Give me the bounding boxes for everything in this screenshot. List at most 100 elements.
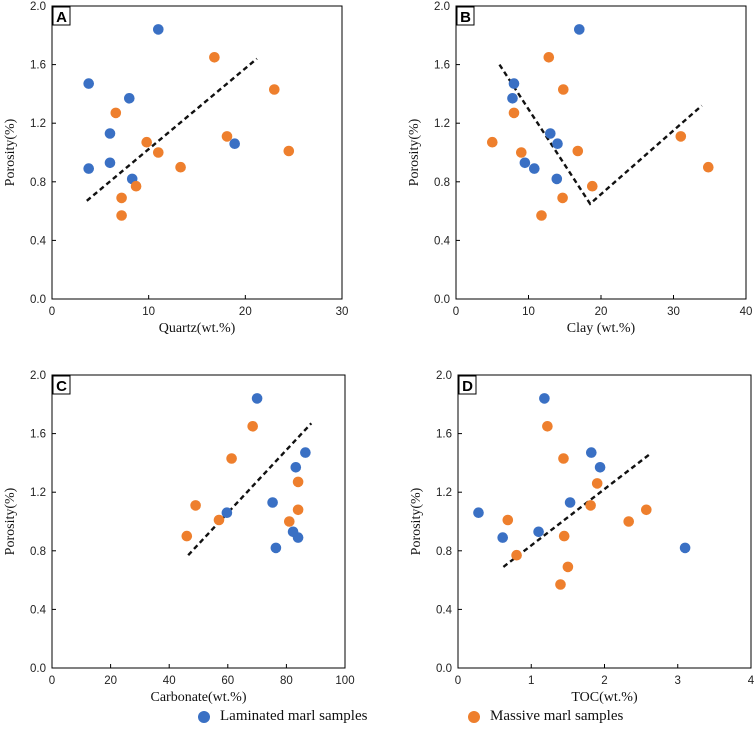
chart-panel-a: A 0 10 20 30 0.0 0.4 0.8 1.2 1.6 2.0 Quartz(wt.%) Po… (3, 1, 348, 336)
laminated-point (539, 393, 550, 404)
laminated-point (300, 447, 311, 458)
laminated-point (124, 93, 135, 104)
y-tick-label: 2.0 (30, 1, 46, 13)
massive-point (213, 514, 225, 526)
massive-point (487, 136, 498, 148)
laminated-point (529, 163, 540, 174)
massive-point (284, 516, 295, 527)
x-tick-label: 4 (748, 675, 754, 687)
laminated-point (519, 157, 531, 169)
massive-point (153, 147, 164, 158)
y-tick-label: 2.0 (436, 370, 452, 382)
legend-dot-laminated-icon (198, 710, 210, 723)
trend-line-d (502, 453, 651, 568)
y-tick-label: 0.0 (436, 663, 452, 675)
x-tick-label: 20 (104, 675, 117, 687)
massive-point (543, 52, 555, 63)
x-tick-label: 0 (49, 675, 55, 687)
laminated-point (290, 462, 302, 473)
trend-line-c (187, 422, 313, 557)
laminated-point (473, 507, 484, 518)
laminated-point (83, 163, 94, 174)
trend-line-b (498, 63, 703, 206)
massive-point (536, 210, 547, 221)
y-tick-label: 0.8 (30, 546, 46, 558)
massive-point (562, 561, 574, 573)
laminated-point (497, 532, 509, 543)
y-axis-label-b: Porosity(%) (407, 118, 422, 186)
massive-point (226, 453, 237, 464)
legend-item-laminated: Laminated marl samples (198, 708, 367, 725)
chart-panel-c: C 0 20 40 60 80 100 0.0 0.4 0.8 1.2 1.6 2.0 Carbonate… (3, 370, 355, 705)
y-tick-label: 0.0 (30, 663, 46, 675)
panel-letter-a: A (56, 9, 67, 26)
laminated-point (292, 532, 304, 543)
legend: Laminated marl samples Massive marl samp… (0, 706, 754, 730)
massive-point (591, 478, 603, 489)
x-tick-label: 10 (522, 306, 535, 318)
massive-point (587, 180, 598, 192)
massive-point (130, 180, 142, 192)
plot-frame-b (455, 5, 747, 300)
y-tick-label: 0.4 (30, 604, 47, 616)
x-tick-label: 20 (595, 306, 608, 318)
massive-point (675, 131, 687, 142)
y-tick-label: 0.4 (30, 235, 47, 247)
laminated-point (552, 138, 563, 149)
x-axis-label-d: TOC(wt.%) (571, 690, 638, 705)
massive-point (141, 136, 152, 148)
panel-letter-box-b (456, 6, 475, 26)
massive-point (558, 84, 569, 95)
massive-point (542, 421, 553, 432)
massive-point (502, 514, 514, 526)
y-axis-label-c: Porosity(%) (3, 487, 18, 555)
x-axis-label-a: Quartz(wt.%) (159, 321, 236, 336)
massive-point (703, 161, 714, 173)
massive-point (516, 147, 527, 158)
y-tick-label: 1.6 (30, 429, 46, 441)
laminated-point (270, 542, 282, 554)
massive-point (641, 504, 652, 516)
massive-point (181, 530, 193, 542)
chart-panel-d: D 0 1 2 3 4 0.0 0.4 0.8 1.2 1.6 2.0 TOC(wt.%) Porosit… (409, 370, 754, 705)
x-tick-label: 30 (336, 306, 349, 318)
y-tick-label: 1.2 (30, 118, 46, 130)
laminated-point (545, 128, 556, 139)
massive-point (572, 145, 584, 157)
massive-point (557, 192, 568, 204)
massive-point (209, 52, 220, 63)
y-tick-label: 0.0 (434, 294, 450, 306)
massive-point (585, 500, 596, 511)
y-tick-label: 1.6 (436, 429, 452, 441)
massive-point (623, 516, 634, 527)
x-tick-label: 10 (142, 306, 155, 318)
laminated-point (533, 526, 544, 538)
massive-point (292, 476, 304, 488)
y-tick-label: 0.4 (434, 235, 451, 247)
y-tick-label: 2.0 (30, 370, 46, 382)
x-tick-label: 80 (280, 675, 293, 687)
y-tick-label: 1.2 (434, 118, 450, 130)
massive-point (508, 107, 520, 119)
massive-point (511, 549, 522, 561)
panel-letter-box-c (52, 375, 71, 395)
x-tick-label: 40 (163, 675, 176, 687)
x-axis-label-b: Clay (wt.%) (567, 321, 636, 336)
legend-item-massive: Massive marl samples (468, 708, 623, 725)
laminated-point (508, 78, 520, 89)
legend-dot-massive-icon (468, 710, 480, 723)
x-tick-label: 40 (740, 306, 753, 318)
y-tick-label: 2.0 (434, 1, 450, 13)
legend-label-massive: Massive marl samples (490, 708, 624, 724)
x-tick-label: 100 (335, 675, 354, 687)
laminated-point (251, 393, 263, 404)
laminated-point (551, 173, 563, 185)
legend-label-laminated: Laminated marl samples (220, 708, 368, 724)
y-tick-label: 1.6 (30, 60, 46, 72)
laminated-point (104, 157, 116, 169)
y-tick-label: 0.8 (436, 546, 452, 558)
chart-panel-b: B 0 10 20 30 40 0.0 0.4 0.8 1.2 1.6 2.0 Clay (wt.%) P… (407, 1, 752, 336)
massive-point (190, 500, 201, 511)
laminated-point (564, 497, 576, 508)
